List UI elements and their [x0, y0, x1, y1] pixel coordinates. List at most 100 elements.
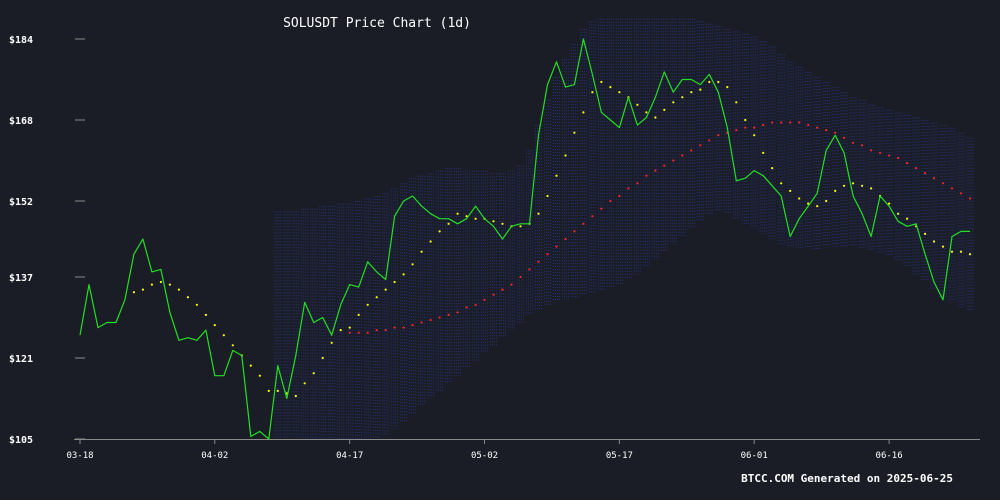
y-tick-label: $105 [9, 435, 33, 446]
fast-ma-dot [708, 80, 711, 84]
slow-ma-dot [582, 222, 585, 225]
slow-ma-dot [843, 136, 846, 139]
fast-ma-dot [519, 225, 522, 228]
slow-ma-dot [708, 139, 711, 142]
slow-ma-dot [888, 154, 891, 157]
fast-ma-dot [618, 91, 621, 94]
fast-ma-dot [213, 324, 216, 327]
fast-ma-dot [654, 116, 657, 119]
slow-ma-dot [447, 313, 450, 316]
fast-ma-dot [744, 118, 747, 122]
fast-ma-dot [780, 182, 783, 185]
fast-ma-dot [294, 394, 297, 398]
slow-ma-dot [528, 268, 531, 271]
slow-ma-dot [762, 124, 765, 127]
fast-ma-dot [843, 184, 846, 187]
fast-ma-dot [771, 167, 774, 170]
fast-ma-dot [393, 280, 396, 284]
y-tick-label: $184 [9, 35, 33, 46]
slow-ma-dot [618, 194, 621, 198]
fast-ma-dot [159, 280, 162, 284]
slow-ma-dot [555, 245, 558, 248]
fast-ma-dot [339, 329, 342, 332]
slow-ma-dot [402, 326, 405, 329]
fast-ma-dot [186, 296, 189, 299]
fast-ma-dot [546, 194, 549, 198]
fast-ma-dot [204, 313, 207, 316]
band-layer [274, 18, 974, 439]
slow-ma-dot [753, 126, 756, 129]
fast-ma-dot [141, 288, 144, 291]
slow-ma-dot [573, 230, 576, 233]
fast-ma-dot [870, 187, 873, 190]
fast-ma-dot [321, 356, 324, 360]
fast-ma-dot [699, 88, 702, 91]
y-tick-label: $152 [9, 197, 33, 208]
slow-ma-dot [501, 288, 504, 291]
fast-ma-dot [501, 222, 504, 225]
fast-ma-dot [231, 344, 234, 347]
slow-ma-dot [609, 199, 612, 203]
fast-ma-dot [888, 202, 891, 205]
slow-ma-dot [816, 126, 819, 129]
fast-ma-dot [798, 197, 801, 200]
slow-ma-dot [807, 124, 810, 127]
fast-ma-dot [249, 364, 252, 367]
fast-ma-dot [195, 303, 198, 306]
slow-ma-dot [681, 154, 684, 157]
slow-ma-dot [636, 182, 639, 185]
fast-ma-dot [959, 250, 963, 253]
fast-ma-dot [150, 283, 153, 286]
slow-ma-dot [375, 329, 378, 332]
fast-ma-dot [591, 91, 594, 94]
slow-ma-dot [483, 298, 486, 301]
fast-ma-dot [717, 80, 720, 84]
slow-ma-dot [438, 316, 441, 319]
fast-ma-dot [312, 372, 315, 375]
slow-ma-dot [591, 215, 594, 218]
slow-ma-dot [564, 237, 567, 241]
slow-ma-dot [744, 126, 747, 129]
fast-ma-dot [573, 131, 576, 134]
fast-ma-dot [222, 334, 225, 337]
fast-ma-dot [789, 189, 792, 192]
slow-ma-dot [465, 306, 468, 309]
y-tick-label: $121 [9, 354, 33, 365]
slow-ma-dot [941, 182, 945, 185]
slow-ma-dot [959, 192, 963, 195]
fast-ma-dot [303, 382, 306, 385]
fast-ma-dot [726, 86, 729, 89]
slow-ma-dot [735, 129, 738, 132]
slow-ma-layer [348, 121, 972, 334]
fast-ma-dot [411, 263, 414, 266]
price-line [79, 38, 970, 440]
slow-ma-dot [420, 321, 423, 324]
slow-ma-dot [906, 162, 909, 165]
slow-ma-dot [968, 197, 972, 200]
fast-ma-dot [762, 151, 765, 154]
slow-ma-dot [771, 121, 774, 124]
x-tick-label: 05-17 [606, 451, 633, 461]
fast-ma-dot [924, 232, 927, 235]
slow-ma-dot [654, 169, 657, 172]
slow-ma-dot [690, 149, 693, 152]
slow-ma-dot [600, 207, 603, 210]
fast-ma-dot [636, 103, 639, 106]
slow-ma-dot [348, 331, 351, 334]
slow-ma-dot [546, 253, 549, 256]
fast-ma-dot [753, 134, 756, 137]
x-tick-label: 04-17 [336, 451, 363, 461]
fast-ma-dot [672, 101, 675, 104]
slow-ma-dot [510, 283, 513, 286]
fast-ma-dot [465, 215, 468, 218]
fast-ma-dot [168, 283, 171, 286]
slow-ma-dot [537, 260, 540, 263]
slow-ma-dot [950, 187, 954, 190]
slow-ma-dot [393, 326, 396, 329]
watermark-text: BTCC.COM Generated on 2025-06-25 [741, 472, 953, 485]
fast-ma-dot [861, 184, 864, 187]
slow-ma-dot [672, 159, 675, 162]
